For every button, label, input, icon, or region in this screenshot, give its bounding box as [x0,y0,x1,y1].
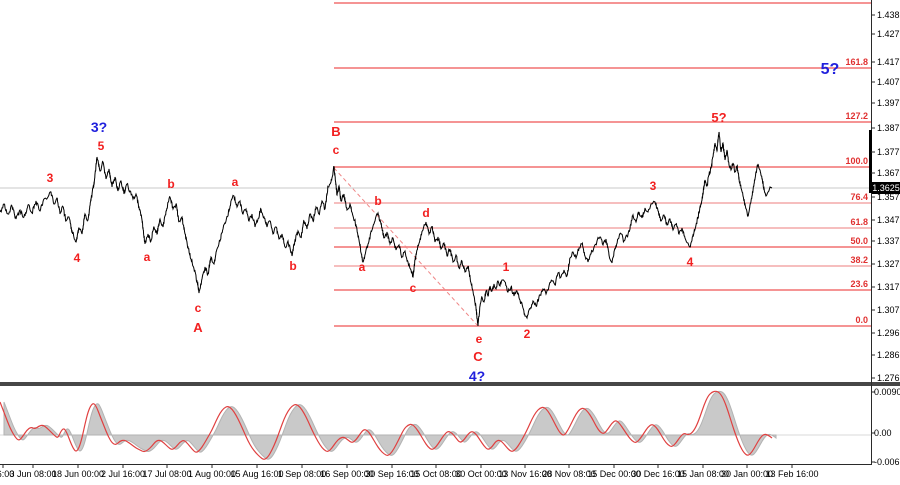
wave-label[interactable]: 5 [97,139,105,153]
time-axis-label: 30 Sep 16:00 [365,469,419,479]
wave-label[interactable]: d [422,206,430,220]
price-axis-label: 1.3777 [877,147,900,157]
time-axis-label: 18 Jun 00:00 [51,469,105,479]
price-axis-label: 1.4177 [877,57,900,67]
wave-label[interactable]: A [193,320,203,335]
wave-label[interactable]: C [473,349,483,364]
fib-level-label: 0.0 [855,315,868,325]
wave-label[interactable]: 2 [523,327,531,341]
time-axis-label: 13 Feb 16:00 [765,469,819,479]
time-axis-label: 15 Aug 16:00 [230,469,284,479]
fib-level-label: 127.2 [845,111,868,121]
time-axis-label: 1 Aug 00:00 [187,469,237,479]
time-axis-label: 16 Sep 00:00 [320,469,374,479]
price-axis-label: 1.3572 [877,192,900,202]
current-price-tag: 1.3625 [872,182,900,194]
fib-level-label: 61.8 [850,217,868,227]
wave-label[interactable]: c [409,281,417,295]
wave-label[interactable]: a [143,250,151,264]
wave-label[interactable]: a [358,260,366,274]
time-axis-label: 3 Jun 08:00 [9,469,57,479]
time-axis-label: 28 Nov 08:00 [542,469,596,479]
price-axis-label: 1.3877 [877,123,900,133]
fib-level-label: 200.0 [802,0,868,2]
wave-label[interactable]: 3 [46,171,54,185]
wave-label[interactable]: c [332,143,340,157]
time-axis-label: 15 Oct 08:00 [410,469,462,479]
time-axis-label: 15 Jan 08:00 [676,469,730,479]
fib-level-label: 50.0 [850,236,868,246]
time-axis-label: 30 Jan 00:00 [720,469,774,479]
wave-label[interactable]: B [331,124,341,139]
price-axis-label: 1.3977 [877,98,900,108]
wave-label[interactable]: b [374,194,382,208]
fib-level-label: 100.0 [845,156,868,166]
wave-label[interactable]: 4? [468,368,486,384]
oscillator-axis-label: 0.00 [874,428,892,438]
fib-level-label: 38.2 [850,255,868,265]
wave-label[interactable]: e [475,332,483,346]
price-axis-label: 1.4277 [877,29,900,39]
fib-level-label: 76.4 [850,192,868,202]
wave-label[interactable]: 5? [711,110,727,125]
price-axis-label: 1.3072 [877,305,900,315]
price-axis-label: 1.3372 [877,236,900,246]
price-axis-label: 1.4382 [877,10,900,20]
wave-label[interactable]: 3 [649,179,657,193]
wave-label[interactable]: 3? [90,119,108,135]
wave-label[interactable]: b [289,259,297,273]
time-axis-label: 17 Jul 08:00 [142,469,192,479]
wave-label[interactable]: 5? [820,61,840,78]
price-axis-label: 1.2767 [877,373,900,383]
price-axis-label: 1.2967 [877,328,900,338]
price-axis-label: 1.2867 [877,350,900,360]
time-axis-label: 15 Dec 00:00 [587,469,641,479]
wave-label[interactable]: c [194,301,202,315]
wave-label[interactable]: 4 [73,251,81,265]
oscillator-axis-label: -0.00679 [874,457,900,467]
wave-label[interactable]: 4 [686,255,694,269]
time-axis-label: 1 Sep 08:00 [277,469,327,479]
time-axis-label: 13 Nov 16:00 [498,469,552,479]
time-axis-label: 2 Jul 16:00 [100,469,146,479]
fib-level-label: 23.6 [850,279,868,289]
price-axis-label: 1.4077 [877,77,900,87]
time-axis-label: 16:00 [0,469,15,479]
fib-level-label: 161.8 [845,57,868,67]
price-axis-label: 1.3272 [877,259,900,269]
price-axis-label: 1.3472 [877,215,900,225]
oscillator-axis-label: 0.00902 [874,387,900,397]
time-axis-label: 30 Oct 00:00 [455,469,507,479]
time-axis-label: 30 Dec 16:00 [631,469,685,479]
price-axis-label: 1.3172 [877,282,900,292]
price-axis-label: 1.3672 [877,168,900,178]
wave-label[interactable]: 1 [502,260,510,274]
wave-label[interactable]: b [167,177,175,191]
wave-label[interactable]: a [231,175,239,189]
